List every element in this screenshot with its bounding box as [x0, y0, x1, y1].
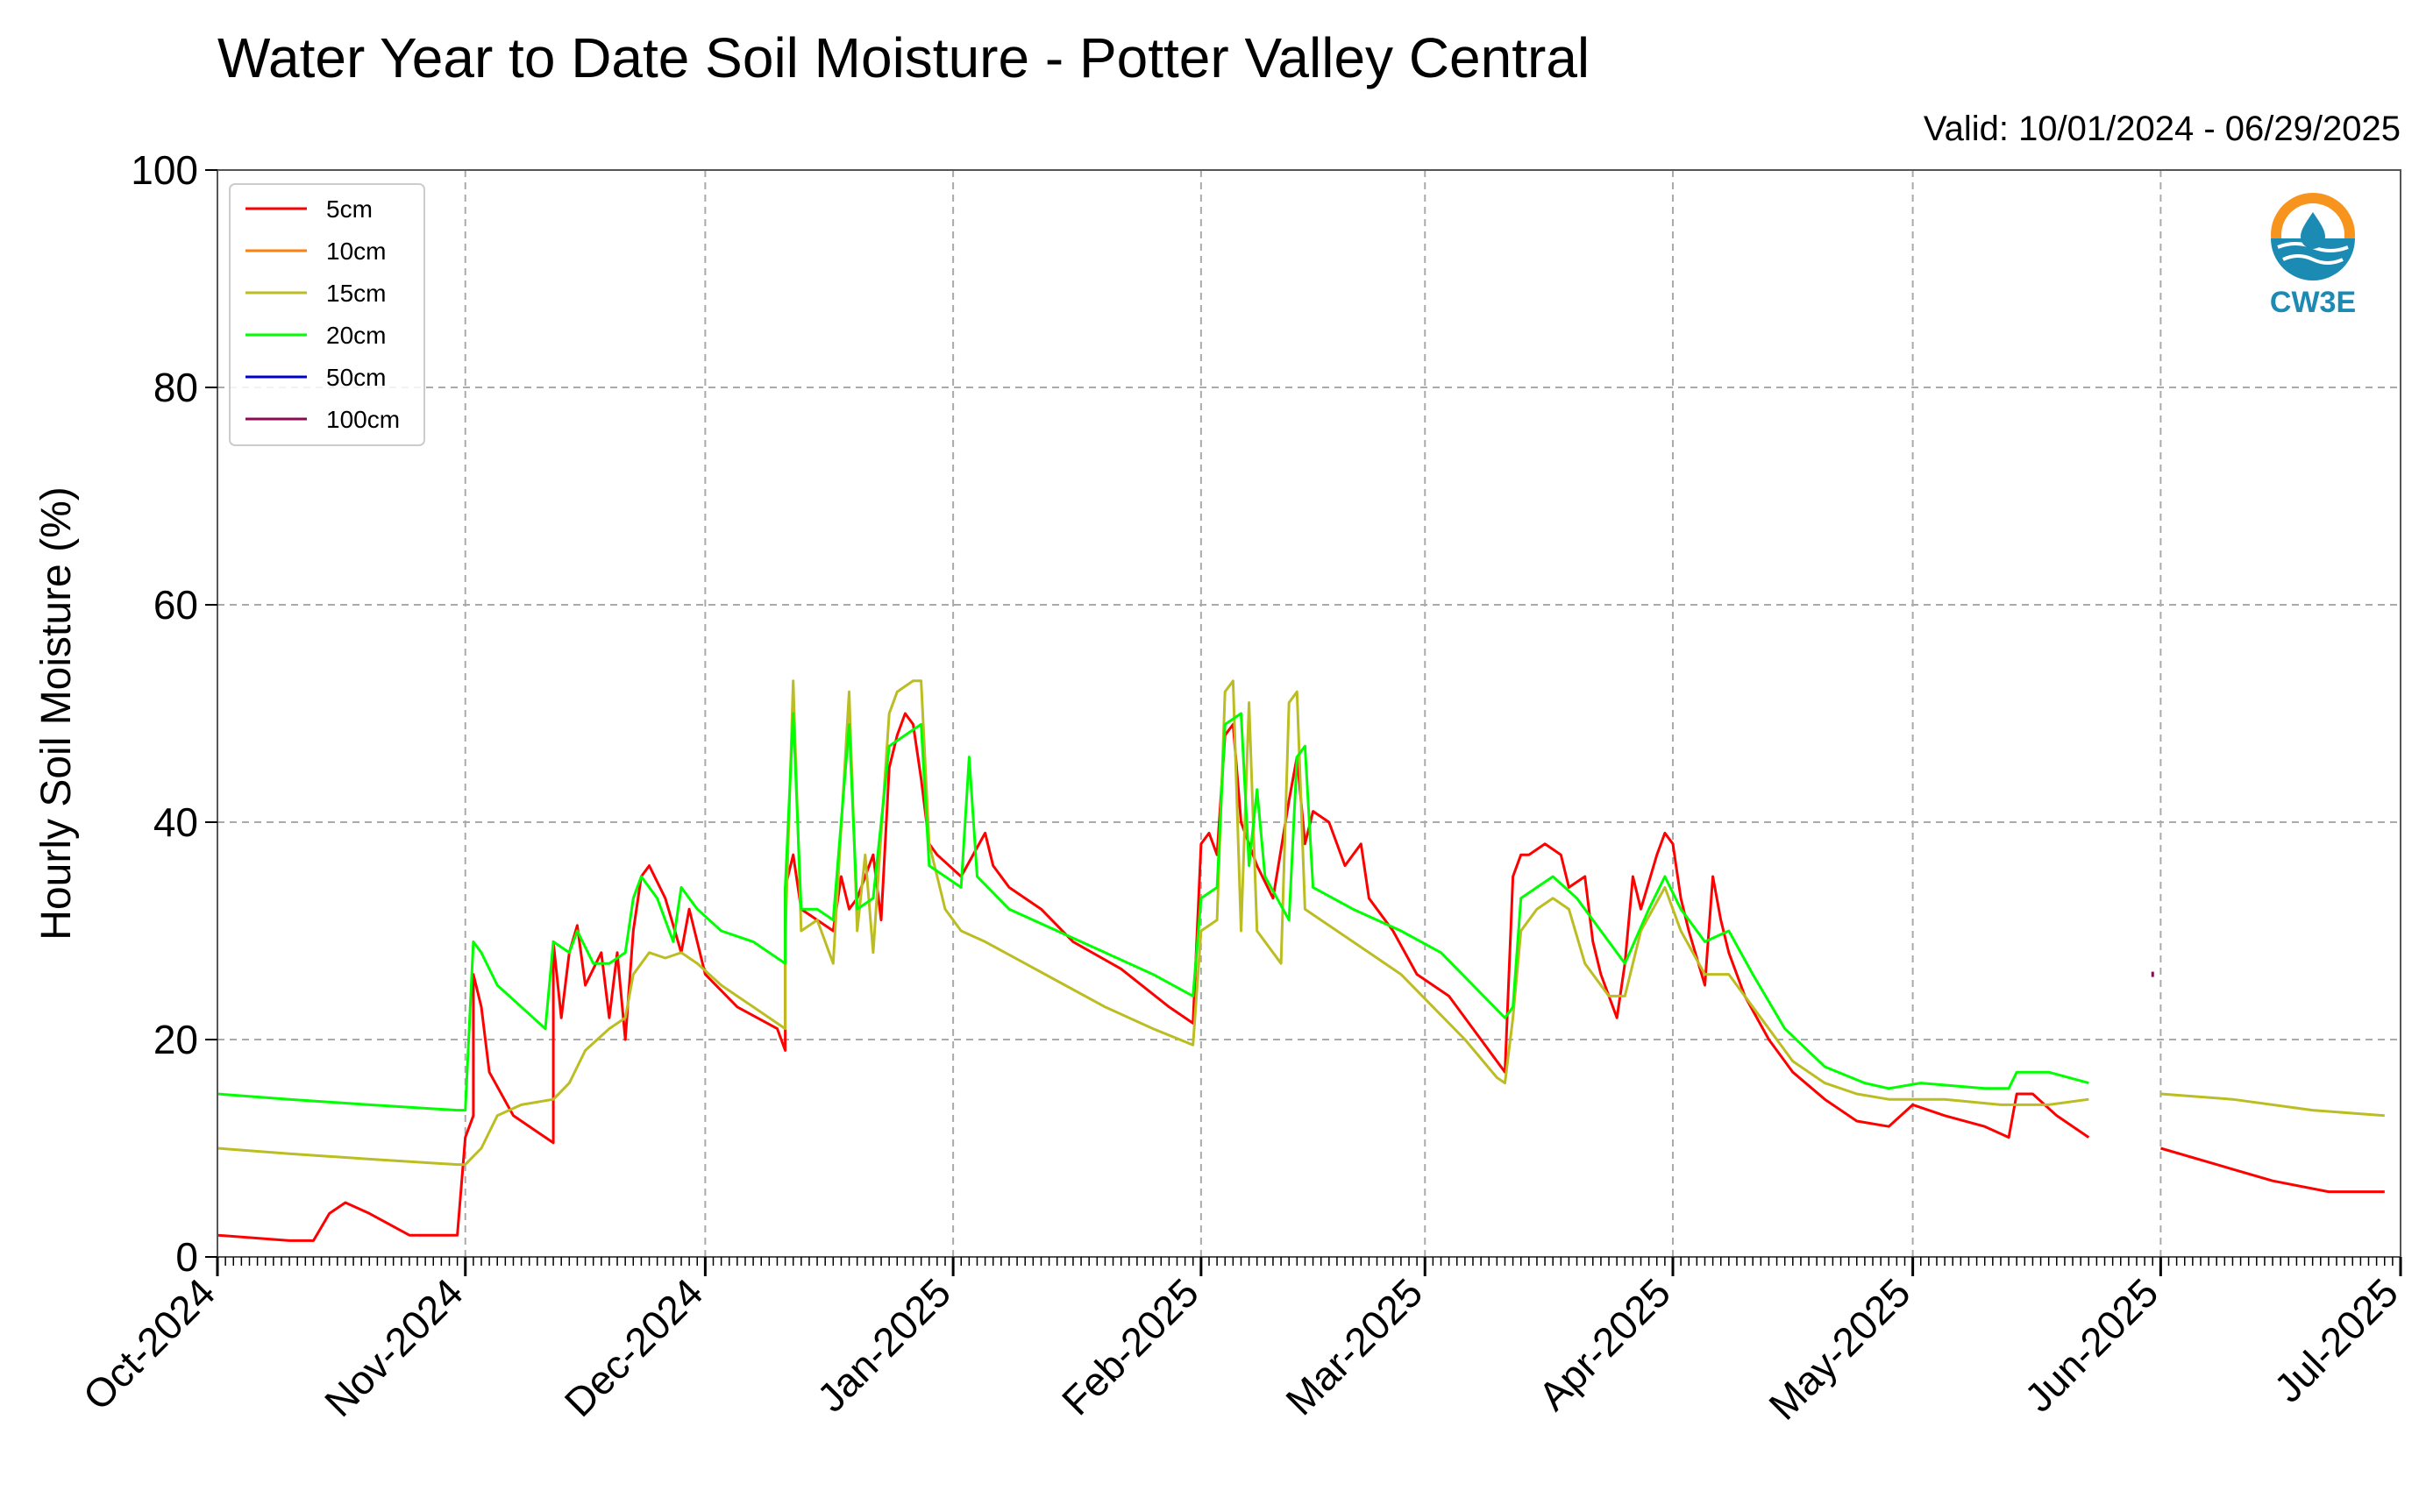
- x-tick-label: Nov-2024: [316, 1269, 472, 1425]
- legend-label: 20cm: [326, 322, 386, 349]
- y-tick-label: 0: [175, 1234, 198, 1280]
- x-tick-label: Dec-2024: [556, 1269, 712, 1425]
- series-15cm: [217, 679, 2385, 1167]
- grid-lines: [217, 170, 2401, 1257]
- y-tick-label: 80: [153, 365, 198, 410]
- plot-frame: [217, 169, 2401, 1258]
- legend: 5cm 10cm 15cm 20cm 50cm 100cm: [229, 183, 425, 446]
- y-axis: 0 20 40 60 80 100: [131, 147, 217, 1280]
- y-tick-label: 60: [153, 582, 198, 628]
- water-drop-icon: [2301, 212, 2325, 249]
- legend-label: 15cm: [326, 280, 386, 307]
- cw3e-logo: CW3E: [2270, 193, 2356, 319]
- series-5cm: [217, 712, 2385, 1242]
- x-tick-label: Feb-2025: [1053, 1269, 1207, 1423]
- chart-title: Water Year to Date Soil Moisture - Potte…: [217, 26, 1590, 89]
- legend-label: 50cm: [326, 364, 386, 391]
- valid-range-text: Valid: 10/01/2024 - 06/29/2025: [1924, 110, 2401, 148]
- y-axis-label: Hourly Soil Moisture (%): [33, 486, 80, 940]
- series-line-15cm: [217, 679, 2089, 1167]
- x-tick-label: Apr-2025: [1529, 1269, 1679, 1419]
- series-line-5cm: [2159, 1146, 2385, 1194]
- y-tick-label: 100: [131, 147, 198, 193]
- series-layer: [217, 679, 2385, 1242]
- x-tick-label: Mar-2025: [1277, 1269, 1431, 1423]
- legend-label: 5cm: [326, 195, 373, 223]
- x-tick-label: Jan-2025: [808, 1269, 959, 1420]
- legend-label: 100cm: [326, 406, 400, 433]
- x-tick-label: Jul-2025: [2266, 1269, 2408, 1411]
- series-line-15cm: [2160, 1092, 2385, 1118]
- y-tick-label: 40: [153, 799, 198, 845]
- series-line-20cm: [217, 712, 2089, 1112]
- logo-text: CW3E: [2270, 286, 2356, 319]
- series-line-5cm: [217, 712, 2090, 1242]
- legend-label: 10cm: [326, 238, 386, 265]
- series-20cm: [217, 712, 2089, 1112]
- y-tick-label: 20: [153, 1017, 198, 1062]
- x-tick-label: Oct-2024: [75, 1269, 224, 1419]
- x-tick-label: May-2025: [1760, 1269, 1918, 1428]
- x-tick-label: Jun-2025: [2016, 1269, 2166, 1420]
- x-axis: Oct-2024 Nov-2024 Dec-2024 Jan-2025 Feb-2025…: [75, 1257, 2408, 1429]
- logo-wave-2: [2282, 254, 2344, 265]
